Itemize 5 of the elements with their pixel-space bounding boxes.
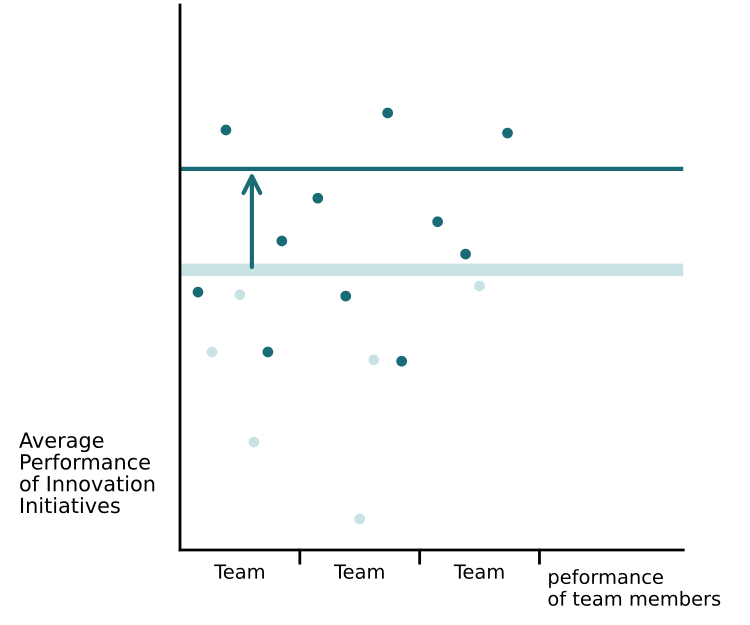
x-tick-label: Team (454, 564, 504, 579)
x-tick-label: Team (214, 564, 264, 579)
y-axis-title: Average Performance of Innovation Initiatives (19, 432, 154, 514)
x-tick-label: Team (334, 564, 384, 579)
x-axis-title: peformance of team members (548, 569, 720, 606)
